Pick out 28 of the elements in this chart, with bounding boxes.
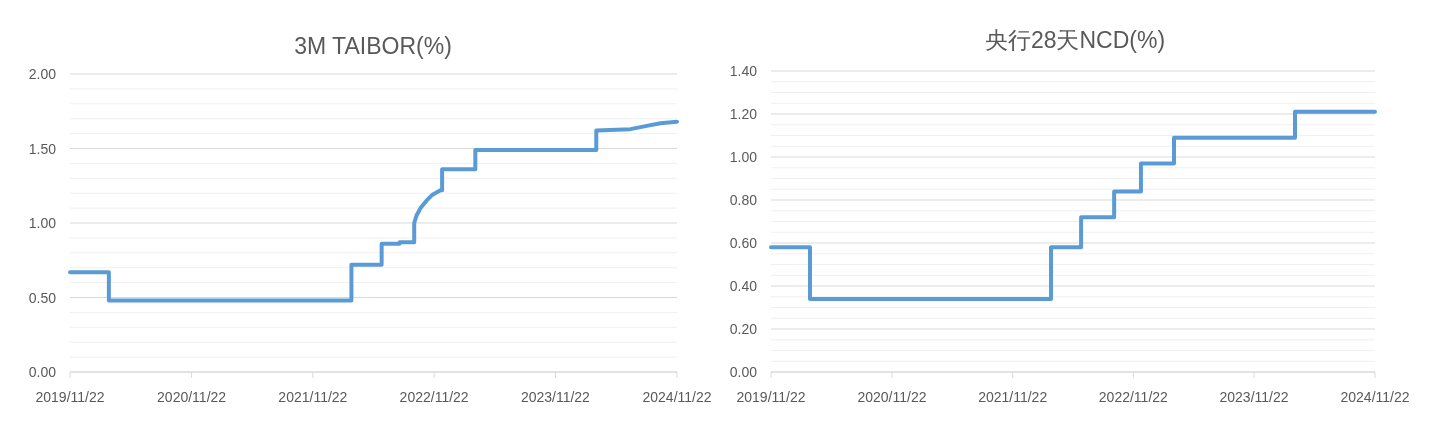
y-tick-label: 1.40: [729, 63, 758, 79]
y-tick-label: 1.00: [28, 215, 57, 231]
line-series: [68, 119, 679, 303]
x-tick-label: 2019/11/22: [736, 389, 806, 405]
x-tick-label: 2024/11/22: [1340, 389, 1410, 405]
y-tick-label: 1.20: [729, 106, 758, 122]
x-tick-label: 2020/11/22: [857, 389, 927, 405]
y-tick-label: 1.50: [28, 140, 57, 157]
y-tick-label: 1.00: [729, 149, 758, 165]
x-tick-label: 2024/11/22: [642, 389, 712, 405]
y-tick-label: 0.00: [28, 364, 57, 380]
y-tick-label: 0.40: [729, 278, 758, 294]
x-tick-label: 2020/11/22: [157, 389, 227, 405]
x-tick-label: 2022/11/22: [399, 389, 469, 405]
x-tick-label: 2021/11/22: [278, 389, 348, 405]
x-tick-label: 2022/11/22: [1098, 389, 1169, 405]
y-tick-label: 0.60: [729, 235, 758, 251]
x-tick-label: 2019/11/22: [35, 389, 105, 405]
y-tick-label: 2.00: [28, 66, 57, 82]
x-tick-label: 2023/11/22: [520, 389, 591, 405]
x-tick-label: 2021/11/22: [978, 389, 1048, 405]
y-tick-label: 0.80: [729, 192, 758, 208]
y-tick-label: 0.50: [28, 289, 57, 306]
chart-title: 3M TAIBOR(%): [294, 33, 452, 59]
x-tick-label: 2023/11/22: [1219, 389, 1289, 405]
y-tick-label: 0.20: [729, 321, 758, 337]
y-tick-label: 0.00: [729, 364, 758, 380]
chart-title: 央行28天NCD(%): [984, 27, 1166, 53]
